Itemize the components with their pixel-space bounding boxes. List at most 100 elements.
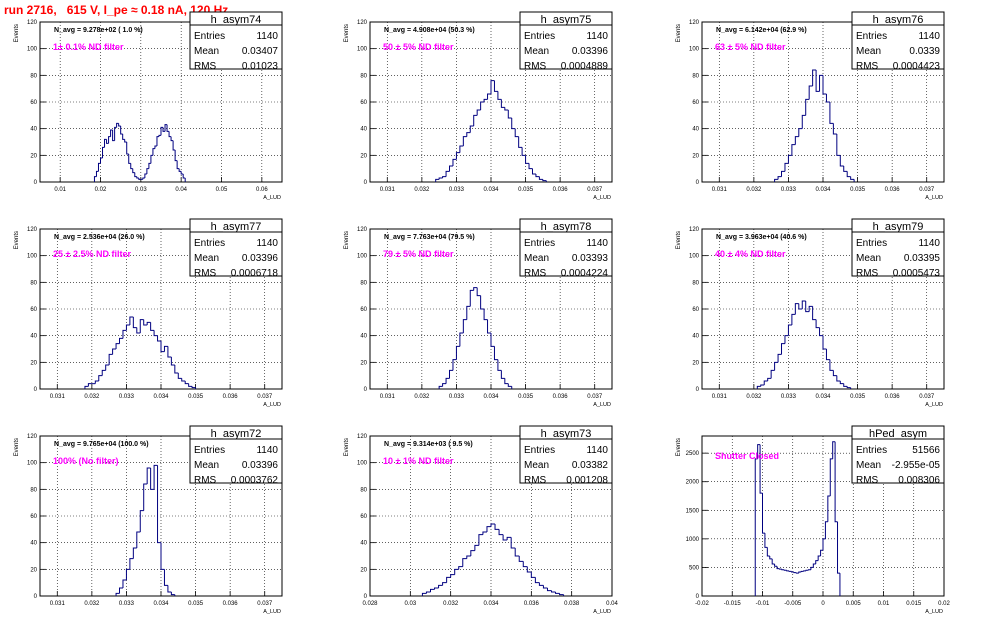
- histogram-bin: [167, 346, 172, 358]
- y-tick-label: 0: [364, 594, 368, 600]
- stats-value-mean: 0.03382: [572, 460, 609, 471]
- histogram-bin: [129, 558, 134, 570]
- stats-box: [851, 218, 945, 277]
- x-tick-label: 0.032: [414, 394, 430, 400]
- histogram-bin: [152, 148, 155, 156]
- histogram-bin: [781, 343, 785, 355]
- y-tick-label: 80: [360, 73, 367, 79]
- filter-annotation: 100% (No filter): [53, 456, 119, 466]
- histogram-bin: [474, 544, 479, 551]
- histogram-bin: [136, 176, 139, 179]
- y-tick-label: 40: [692, 334, 699, 340]
- histogram-bin: [781, 569, 785, 571]
- histogram-bin: [421, 592, 427, 596]
- histogram-bin: [817, 555, 821, 561]
- histogram-bin: [482, 531, 487, 535]
- histogram-bin: [438, 385, 443, 389]
- x-tick-label: 0: [821, 601, 825, 607]
- y-tick-label: 100: [357, 461, 368, 467]
- histogram-bin: [815, 560, 819, 564]
- histogram-name: h_asym76: [873, 14, 924, 26]
- histogram-bin: [498, 529, 504, 536]
- histogram-bin: [535, 174, 540, 178]
- filter-annotation: 63 ± 5% ND filter: [715, 42, 786, 52]
- panel-h_asym74: 0.01 0.02 0.03 0.04 0.05 0.06 0 20 40 60 80 100 120 E…: [14, 11, 283, 201]
- histogram-bin: [506, 536, 512, 540]
- histogram-bin: [784, 162, 789, 172]
- histogram-bin: [805, 301, 810, 313]
- histogram-bin: [129, 316, 134, 325]
- x-tick-label: 0.033: [119, 394, 135, 400]
- x-tick-label: 0.035: [518, 187, 534, 193]
- x-tick-label: 0.04: [606, 601, 618, 607]
- histogram-bin: [825, 94, 830, 103]
- histogram-bin: [808, 305, 813, 312]
- y-tick-label: 40: [360, 541, 367, 547]
- x-tick-label: 0.037: [587, 187, 603, 193]
- histogram-bin: [115, 343, 120, 349]
- stats-box: [519, 218, 613, 277]
- x-tick-label: 0.031: [50, 394, 66, 400]
- histogram-name: h_asym74: [211, 14, 262, 26]
- histogram-bin: [104, 138, 107, 148]
- stats-value-rms: 0.0004224: [561, 268, 609, 279]
- histogram-bin: [160, 341, 165, 353]
- x-axis-label: A_LUD: [925, 195, 943, 201]
- stats-key-rms: RMS: [524, 475, 547, 486]
- stats-key-entries: Entries: [194, 445, 225, 456]
- histogram-bin: [93, 176, 97, 182]
- histogram-bin: [172, 140, 176, 151]
- y-axis-label: Events: [344, 231, 350, 249]
- x-tick-label: 0.037: [587, 394, 603, 400]
- x-tick-label: -0.01: [756, 601, 770, 607]
- histogram-bin: [839, 381, 844, 385]
- histogram-bin: [805, 98, 810, 116]
- y-tick-label: 80: [692, 73, 699, 79]
- histogram-bin: [156, 136, 159, 146]
- histogram-bin: [760, 384, 765, 387]
- histogram-bin: [94, 380, 99, 384]
- histogram-bin: [462, 319, 467, 333]
- histogram-name: h_asym78: [541, 221, 592, 233]
- x-tick-label: 0.028: [362, 601, 378, 607]
- histogram-bin: [191, 386, 196, 389]
- histogram-bin: [136, 327, 141, 334]
- navg-label: N_avg = 3.963e+04 (40.6 %): [716, 234, 807, 241]
- histogram-bin: [518, 556, 524, 562]
- histogram-bin: [808, 85, 813, 100]
- histogram-series: [754, 441, 841, 596]
- stats-value-entries: 1140: [918, 31, 940, 42]
- histogram-bin: [500, 99, 505, 108]
- y-tick-label: 60: [30, 307, 37, 313]
- y-axis-label: Events: [14, 24, 20, 42]
- histogram-bin: [478, 534, 483, 546]
- histogram-bin: [791, 571, 794, 573]
- histogram-bin: [442, 383, 447, 387]
- histogram-bin: [146, 168, 149, 174]
- histogram-bin: [774, 564, 778, 567]
- stats-key-entries: Entries: [856, 238, 887, 249]
- histogram-bin: [822, 75, 827, 95]
- y-tick-label: 0: [364, 387, 368, 393]
- histogram-bin: [143, 319, 148, 326]
- histogram-bin: [438, 584, 443, 588]
- stats-box: [851, 425, 945, 484]
- histogram-bin: [836, 375, 841, 382]
- histogram-bin: [130, 163, 133, 170]
- x-axis-label: A_LUD: [593, 609, 611, 615]
- y-axis-label: Events: [676, 438, 682, 456]
- y-tick-label: 0: [696, 180, 700, 186]
- histogram-bin: [770, 369, 775, 379]
- stats-value-entries: 1140: [256, 445, 278, 456]
- histogram-bin: [762, 493, 765, 534]
- y-tick-label: 100: [27, 254, 38, 260]
- histogram-bin: [776, 566, 780, 570]
- histogram-bin: [125, 568, 130, 580]
- histogram-bin: [795, 572, 799, 574]
- histogram-bin: [170, 592, 175, 596]
- histogram-bin: [188, 383, 193, 387]
- panel-h_asym77: 0.031 0.032 0.033 0.034 0.035 0.036 0.037 0 20 40…: [14, 218, 283, 408]
- stats-value-rms: 0.0003762: [231, 475, 279, 486]
- histogram-bin: [525, 155, 530, 164]
- x-tick-label: 0.03: [135, 187, 147, 193]
